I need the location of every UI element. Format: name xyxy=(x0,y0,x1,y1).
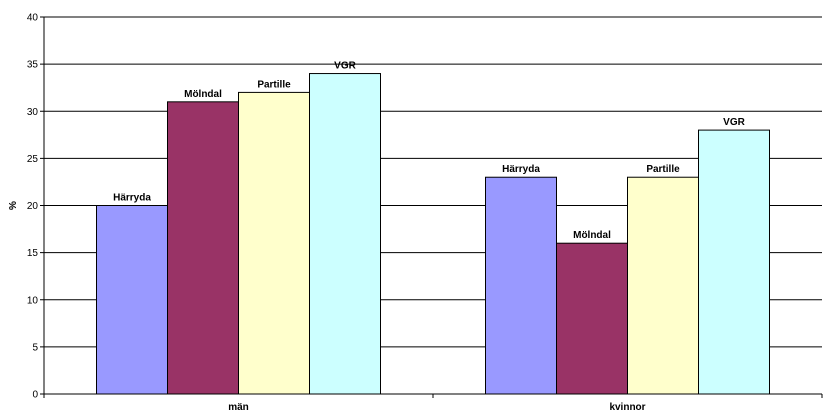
bar-h-rryda-man xyxy=(96,205,168,395)
data-label: Mölndal xyxy=(573,230,611,241)
y-tick-label: 35 xyxy=(27,60,39,71)
y-tick-label: 30 xyxy=(27,107,39,118)
y-tick-label: 15 xyxy=(27,248,39,259)
bar-vgr-kvinnor xyxy=(698,129,770,395)
axes xyxy=(40,16,823,398)
data-label: Härryda xyxy=(113,193,151,204)
y-tick-label: 5 xyxy=(32,342,38,353)
bar-vgr-man xyxy=(309,73,381,395)
data-label: Mölndal xyxy=(184,89,222,100)
labels: 0 5 10 15 20 25 30 35 40 Härryda Mölndal Partille VG… xyxy=(27,13,746,414)
y-tick-label: 25 xyxy=(27,154,39,165)
bar-m-lndal-kvinnor xyxy=(556,242,628,395)
y-tick-label: 40 xyxy=(27,13,39,24)
data-label: Partille xyxy=(646,164,680,175)
bar-partille-kvinnor xyxy=(627,176,699,395)
category-label: kvinnor xyxy=(609,402,645,413)
data-label: VGR xyxy=(334,61,356,72)
y-tick-label: 0 xyxy=(32,390,38,401)
y-tick-label: 20 xyxy=(27,201,39,212)
data-label: VGR xyxy=(723,117,745,128)
category-label: män xyxy=(228,402,249,413)
bar-h-rryda-kvinnor xyxy=(485,176,557,395)
data-label: Härryda xyxy=(502,164,540,175)
bar-m-lndal-man xyxy=(167,101,239,395)
bar-partille-man xyxy=(238,91,310,395)
y-tick-label: 10 xyxy=(27,295,39,306)
bars xyxy=(96,73,770,395)
data-label: Partille xyxy=(257,79,291,90)
y-axis-label: % xyxy=(8,201,19,210)
